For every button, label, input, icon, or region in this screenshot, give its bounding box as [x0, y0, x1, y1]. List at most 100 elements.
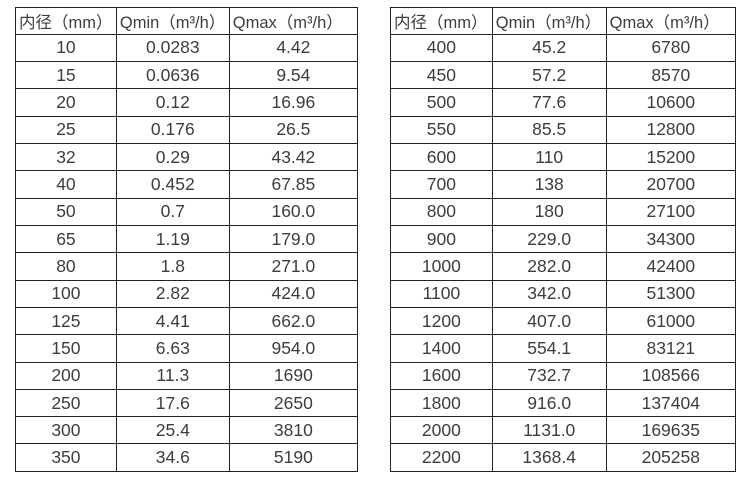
header-inner-diameter: 内径（mm） [390, 7, 493, 35]
table-cell: 350 [15, 443, 117, 472]
table-cell: 138 [491, 170, 607, 199]
table-cell: 1000 [390, 252, 493, 281]
table-cell: 85.5 [491, 115, 607, 145]
table-row: 400 45.2 6780 [390, 33, 737, 63]
header-inner-diameter: 内径（mm） [15, 7, 117, 35]
table-row: 200 11.3 1690 [15, 361, 359, 390]
table-cell: 2650 [228, 388, 359, 418]
table-header: 内径（mm） Qmin（m³/h） Qmax（m³/h） [15, 7, 359, 35]
table-cell: 5190 [228, 443, 359, 472]
header-row: 内径（mm） Qmin（m³/h） Qmax（m³/h） [390, 7, 737, 35]
table-cell: 108566 [605, 361, 737, 390]
table-cell: 0.29 [115, 143, 230, 172]
table-cell: 15 [15, 61, 117, 90]
table-cell: 16.96 [228, 88, 359, 117]
table-cell: 4.42 [228, 33, 359, 63]
table-cell: 1131.0 [491, 416, 607, 445]
table-row: 80 1.8 271.0 [15, 252, 359, 281]
table-cell: 2000 [390, 416, 493, 445]
table-cell: 179.0 [228, 224, 359, 254]
table-body: 400 45.2 6780 450 57.2 8570 500 77.6 10600 550 85.… [390, 33, 737, 472]
table-cell: 1.19 [115, 224, 230, 254]
table-cell: 57.2 [491, 61, 607, 90]
table-cell: 3810 [228, 416, 359, 445]
table-cell: 125 [15, 306, 117, 336]
table-cell: 0.7 [115, 197, 230, 226]
table-cell: 2.82 [115, 279, 230, 308]
table-cell: 0.452 [115, 170, 230, 199]
table-cell: 27100 [605, 197, 737, 226]
table-cell: 110 [491, 143, 607, 172]
table-cell: 10600 [605, 88, 737, 117]
table-cell: 169635 [605, 416, 737, 445]
table-cell: 500 [390, 88, 493, 117]
table-row: 600 110 15200 [390, 143, 737, 172]
table-row: 1200 407.0 61000 [390, 306, 737, 336]
table-cell: 100 [15, 279, 117, 308]
table-cell: 554.1 [491, 334, 607, 363]
table-row: 15 0.0636 9.54 [15, 61, 359, 90]
table-cell: 67.85 [228, 170, 359, 199]
table-cell: 9.54 [228, 61, 359, 90]
table-cell: 407.0 [491, 306, 607, 336]
table-cell: 700 [390, 170, 493, 199]
table-row: 50 0.7 160.0 [15, 197, 359, 226]
table-cell: 1368.4 [491, 443, 607, 472]
table-body: 10 0.0283 4.42 15 0.0636 9.54 20 0.12 16.96 25 0.1… [15, 33, 359, 472]
table-cell: 180 [491, 197, 607, 226]
table-cell: 424.0 [228, 279, 359, 308]
table-cell: 65 [15, 224, 117, 254]
table-cell: 732.7 [491, 361, 607, 390]
table-row: 40 0.452 67.85 [15, 170, 359, 199]
table-row: 1100 342.0 51300 [390, 279, 737, 308]
table-row: 1600 732.7 108566 [390, 361, 737, 390]
table-cell: 2200 [390, 443, 493, 472]
table-cell: 26.5 [228, 115, 359, 145]
table-cell: 342.0 [491, 279, 607, 308]
table-cell: 282.0 [491, 252, 607, 281]
table-cell: 150 [15, 334, 117, 363]
table-cell: 205258 [605, 443, 737, 472]
table-cell: 0.0283 [115, 33, 230, 63]
table-cell: 1.8 [115, 252, 230, 281]
table-row: 100 2.82 424.0 [15, 279, 359, 308]
table-cell: 8570 [605, 61, 737, 90]
table-row: 300 25.4 3810 [15, 416, 359, 445]
table-cell: 662.0 [228, 306, 359, 336]
table-cell: 32 [15, 143, 117, 172]
table-cell: 10 [15, 33, 117, 63]
table-cell: 42400 [605, 252, 737, 281]
table-cell: 25 [15, 115, 117, 145]
table-cell: 229.0 [491, 224, 607, 254]
table-row: 65 1.19 179.0 [15, 224, 359, 254]
table-row: 450 57.2 8570 [390, 61, 737, 90]
table-cell: 600 [390, 143, 493, 172]
table-cell: 77.6 [491, 88, 607, 117]
table-cell: 50 [15, 197, 117, 226]
table-row: 150 6.63 954.0 [15, 334, 359, 363]
table-row: 800 180 27100 [390, 197, 737, 226]
table-cell: 11.3 [115, 361, 230, 390]
table-cell: 34.6 [115, 443, 230, 472]
table-cell: 400 [390, 33, 493, 63]
table-row: 1800 916.0 137404 [390, 388, 737, 418]
header-row: 内径（mm） Qmin（m³/h） Qmax（m³/h） [15, 7, 359, 35]
table-cell: 1200 [390, 306, 493, 336]
header-qmin: Qmin（m³/h） [115, 7, 230, 35]
table-cell: 45.2 [491, 33, 607, 63]
table-row: 250 17.6 2650 [15, 388, 359, 418]
table-cell: 83121 [605, 334, 737, 363]
table-row: 25 0.176 26.5 [15, 115, 359, 145]
table-cell: 900 [390, 224, 493, 254]
table-cell: 20700 [605, 170, 737, 199]
table-cell: 916.0 [491, 388, 607, 418]
table-cell: 550 [390, 115, 493, 145]
table-row: 700 138 20700 [390, 170, 737, 199]
table-row: 125 4.41 662.0 [15, 306, 359, 336]
table-cell: 137404 [605, 388, 737, 418]
table-row: 32 0.29 43.42 [15, 143, 359, 172]
table-cell: 0.176 [115, 115, 230, 145]
table-cell: 1100 [390, 279, 493, 308]
table-cell: 1400 [390, 334, 493, 363]
header-qmax: Qmax（m³/h） [605, 7, 737, 35]
